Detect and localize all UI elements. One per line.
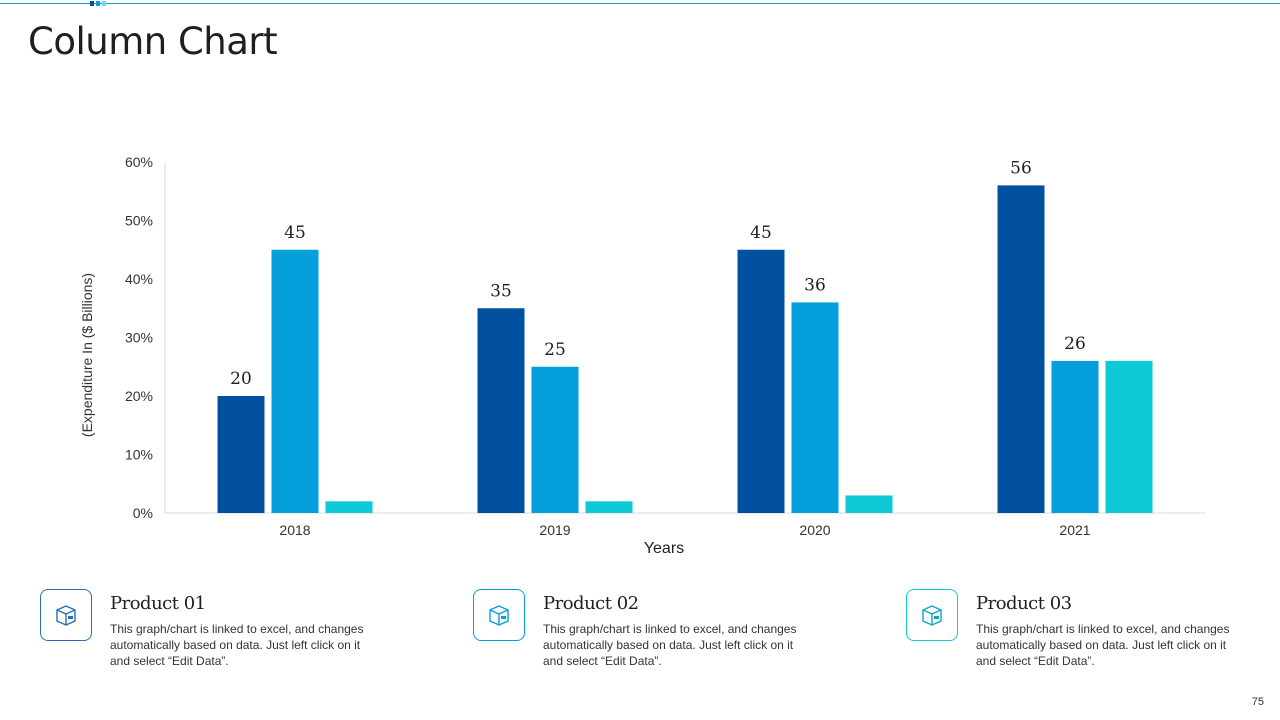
x-tick-label: 2020 — [799, 522, 830, 538]
product-description: This graph/chart is linked to excel, and… — [110, 622, 364, 668]
y-tick-label: 10% — [125, 447, 153, 463]
bar — [531, 366, 579, 513]
product-title: Product 01 — [110, 593, 206, 614]
data-label: 45 — [284, 223, 306, 243]
bar — [1105, 360, 1153, 513]
product-card-2: Product 02 This graph/chart is linked to… — [473, 589, 803, 669]
product-description: This graph/chart is linked to excel, and… — [543, 622, 797, 668]
data-label: 26 — [1064, 334, 1086, 354]
y-tick-label: 0% — [133, 505, 153, 521]
bar — [585, 501, 633, 513]
bar — [791, 302, 839, 513]
data-label: 35 — [490, 281, 512, 301]
y-axis-title: (Expenditure In ($ Billions) — [79, 273, 95, 437]
bar — [737, 249, 785, 513]
bar — [997, 185, 1045, 513]
bar — [325, 501, 373, 513]
page-number: 75 — [1251, 696, 1264, 708]
product-title: Product 03 — [976, 593, 1072, 614]
data-label: 45 — [750, 223, 772, 243]
y-tick-label: 50% — [125, 213, 153, 229]
box-icon — [906, 589, 958, 641]
product-card-3: Product 03 This graph/chart is linked to… — [906, 589, 1236, 669]
column-chart[interactable]: 0% 10% 20% 30% 40% 50% 60% 2018 2019 2020 2021 20 4… — [0, 0, 1280, 580]
x-tick-label: 2019 — [539, 522, 570, 538]
bar — [217, 396, 265, 513]
product-description: This graph/chart is linked to excel, and… — [976, 622, 1230, 668]
y-tick-label: 40% — [125, 271, 153, 287]
header-marks — [90, 1, 106, 6]
x-tick-label: 2021 — [1059, 522, 1090, 538]
product-card-1: Product 01 This graph/chart is linked to… — [40, 589, 370, 669]
product-title: Product 02 — [543, 593, 639, 614]
data-label: 25 — [544, 340, 566, 360]
bar — [1051, 360, 1099, 513]
data-label: 36 — [804, 275, 826, 295]
x-tick-label: 2018 — [279, 522, 310, 538]
y-tick-label: 20% — [125, 388, 153, 404]
x-axis-title: Years — [644, 540, 684, 557]
y-tick-label: 30% — [125, 330, 153, 346]
data-label: 56 — [1010, 158, 1032, 178]
bar — [845, 495, 893, 513]
data-label: 20 — [230, 369, 252, 389]
bar — [477, 308, 525, 513]
slide-title: Column Chart — [28, 20, 278, 63]
bar — [271, 249, 319, 513]
box-icon — [40, 589, 92, 641]
y-tick-label: 60% — [125, 154, 153, 170]
header-rule — [0, 3, 1280, 4]
box-icon — [473, 589, 525, 641]
